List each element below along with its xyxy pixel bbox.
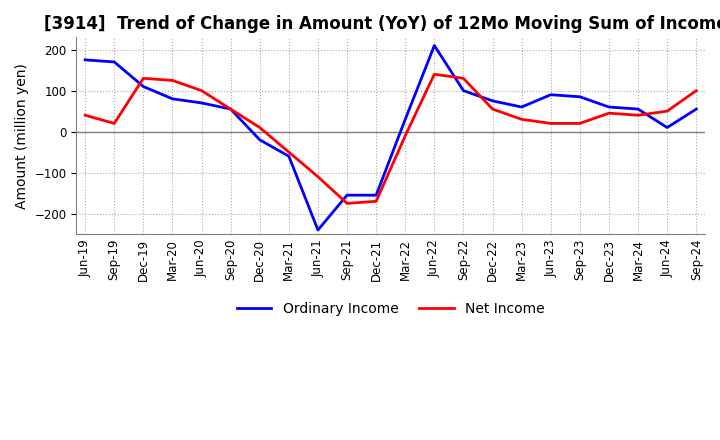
Ordinary Income	[430, 43, 438, 48]
Ordinary Income	[343, 193, 351, 198]
Net Income	[314, 174, 323, 180]
Net Income	[605, 110, 613, 116]
Ordinary Income	[139, 84, 148, 89]
Line: Net Income: Net Income	[85, 74, 696, 203]
Net Income	[226, 106, 235, 112]
Ordinary Income	[81, 57, 89, 62]
Ordinary Income	[546, 92, 555, 97]
Ordinary Income	[314, 227, 323, 233]
Net Income	[692, 88, 701, 93]
Ordinary Income	[168, 96, 176, 102]
Ordinary Income	[663, 125, 672, 130]
Y-axis label: Amount (million yen): Amount (million yen)	[15, 63, 29, 209]
Ordinary Income	[110, 59, 119, 65]
Net Income	[575, 121, 584, 126]
Net Income	[459, 76, 468, 81]
Ordinary Income	[634, 106, 642, 112]
Ordinary Income	[575, 94, 584, 99]
Net Income	[256, 125, 264, 130]
Ordinary Income	[488, 98, 497, 103]
Ordinary Income	[459, 88, 468, 93]
Net Income	[81, 113, 89, 118]
Line: Ordinary Income: Ordinary Income	[85, 45, 696, 230]
Net Income	[663, 109, 672, 114]
Ordinary Income	[284, 154, 293, 159]
Net Income	[168, 78, 176, 83]
Net Income	[139, 76, 148, 81]
Ordinary Income	[197, 100, 206, 106]
Ordinary Income	[226, 106, 235, 112]
Ordinary Income	[518, 104, 526, 110]
Net Income	[197, 88, 206, 93]
Net Income	[343, 201, 351, 206]
Net Income	[634, 113, 642, 118]
Net Income	[546, 121, 555, 126]
Net Income	[488, 106, 497, 112]
Ordinary Income	[372, 193, 380, 198]
Ordinary Income	[401, 117, 410, 122]
Ordinary Income	[605, 104, 613, 110]
Title: [3914]  Trend of Change in Amount (YoY) of 12Mo Moving Sum of Incomes: [3914] Trend of Change in Amount (YoY) o…	[44, 15, 720, 33]
Net Income	[110, 121, 119, 126]
Ordinary Income	[692, 106, 701, 112]
Ordinary Income	[256, 137, 264, 143]
Net Income	[401, 133, 410, 138]
Net Income	[372, 199, 380, 204]
Legend: Ordinary Income, Net Income: Ordinary Income, Net Income	[231, 297, 550, 322]
Net Income	[284, 150, 293, 155]
Net Income	[430, 72, 438, 77]
Net Income	[518, 117, 526, 122]
